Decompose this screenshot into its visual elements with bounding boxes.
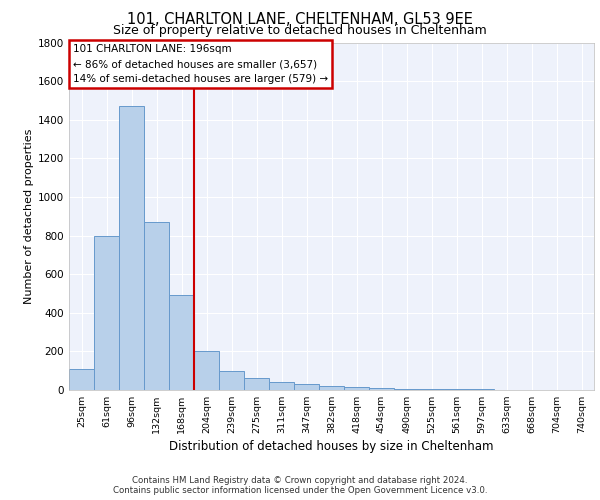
- Bar: [144, 222, 169, 390]
- Bar: [69, 369, 94, 390]
- Bar: [369, 388, 394, 390]
- Bar: [269, 382, 294, 390]
- Y-axis label: Number of detached properties: Number of detached properties: [24, 128, 34, 304]
- Bar: [219, 370, 244, 390]
- Text: Size of property relative to detached houses in Cheltenham: Size of property relative to detached ho…: [113, 24, 487, 37]
- Bar: [194, 352, 219, 390]
- Text: Contains public sector information licensed under the Open Government Licence v3: Contains public sector information licen…: [113, 486, 487, 495]
- Bar: [444, 389, 469, 390]
- Text: 101 CHARLTON LANE: 196sqm
← 86% of detached houses are smaller (3,657)
14% of se: 101 CHARLTON LANE: 196sqm ← 86% of detac…: [73, 44, 328, 84]
- Bar: [344, 387, 369, 390]
- Bar: [244, 378, 269, 390]
- Bar: [394, 388, 419, 390]
- Bar: [319, 386, 344, 390]
- Bar: [94, 236, 119, 390]
- Text: Contains HM Land Registry data © Crown copyright and database right 2024.: Contains HM Land Registry data © Crown c…: [132, 476, 468, 485]
- Bar: [169, 296, 194, 390]
- X-axis label: Distribution of detached houses by size in Cheltenham: Distribution of detached houses by size …: [169, 440, 494, 454]
- Text: 101, CHARLTON LANE, CHELTENHAM, GL53 9EE: 101, CHARLTON LANE, CHELTENHAM, GL53 9EE: [127, 12, 473, 28]
- Bar: [419, 389, 444, 390]
- Bar: [294, 384, 319, 390]
- Bar: [119, 106, 144, 390]
